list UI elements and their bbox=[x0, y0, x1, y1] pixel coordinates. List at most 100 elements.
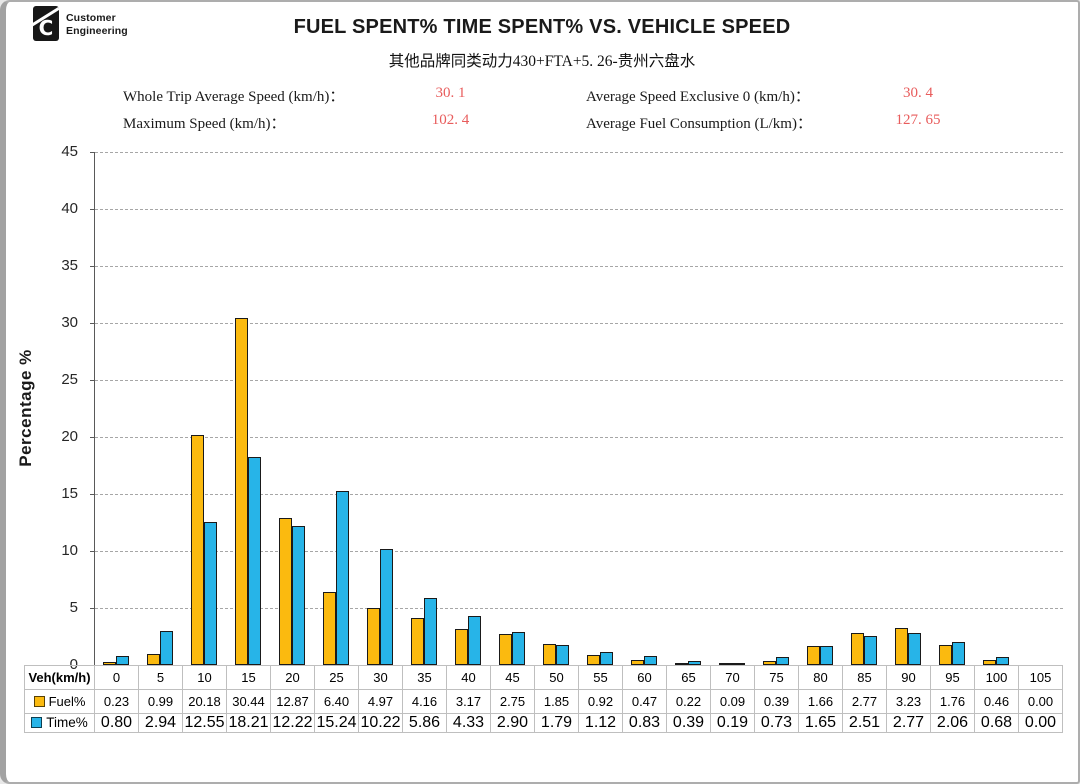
bar-fuel-100 bbox=[983, 659, 996, 665]
bar-time-20 bbox=[292, 525, 305, 665]
cummins-logo: C Customer Engineering bbox=[33, 6, 128, 41]
plot-area bbox=[90, 151, 1063, 666]
bar-fuel-25 bbox=[323, 592, 336, 665]
gridline-35 bbox=[95, 265, 1063, 267]
speed-header-cell: 15 bbox=[226, 665, 271, 690]
fuel-value-cell: 1.66 bbox=[798, 689, 843, 714]
gridline-5 bbox=[95, 607, 1063, 609]
speed-header-cell: 25 bbox=[314, 665, 359, 690]
bar-fuel-30 bbox=[367, 608, 380, 665]
fuel-value-cell: 30.44 bbox=[226, 689, 271, 714]
time-value-cell: 0.39 bbox=[666, 713, 711, 733]
bar-fuel-70 bbox=[719, 663, 732, 665]
bar-fuel-90 bbox=[895, 628, 908, 665]
time-value-cell: 10.22 bbox=[358, 713, 403, 733]
speed-header-cell: 75 bbox=[754, 665, 799, 690]
speed-header-cell: 105 bbox=[1018, 665, 1063, 690]
y-tick-label-25: 25 bbox=[61, 371, 78, 388]
time-legend-swatch-icon bbox=[31, 717, 43, 728]
speed-header-cell: 95 bbox=[930, 665, 975, 690]
time-legend-cell: Time% bbox=[24, 713, 95, 733]
speed-header-cell: 0 bbox=[94, 665, 139, 690]
bar-time-85 bbox=[864, 636, 877, 665]
y-tick-25 bbox=[90, 379, 95, 381]
y-tick-label-45: 45 bbox=[61, 143, 78, 160]
stat-label-average-speed-exclusive-0: Average Speed Exclusive 0 (km/h)： bbox=[586, 89, 810, 105]
stat-label-maximum-speed: Maximum Speed (km/h)： bbox=[123, 116, 286, 132]
bar-fuel-0 bbox=[103, 662, 116, 665]
bar-time-60 bbox=[644, 655, 657, 665]
y-tick-label-10: 10 bbox=[61, 542, 78, 559]
logo-text-line2: Engineering bbox=[66, 25, 128, 38]
speed-header-cell: 45 bbox=[490, 665, 535, 690]
y-tick-label-40: 40 bbox=[61, 200, 78, 217]
gridline-20 bbox=[95, 436, 1063, 438]
gridline-40 bbox=[95, 208, 1063, 210]
speed-header-cell: 20 bbox=[270, 665, 315, 690]
time-value-cell: 1.79 bbox=[534, 713, 579, 733]
y-tick-40 bbox=[90, 208, 95, 210]
speed-header-cell: 35 bbox=[402, 665, 447, 690]
fuel-value-cell: 0.09 bbox=[710, 689, 755, 714]
bar-time-65 bbox=[688, 660, 701, 665]
bar-time-30 bbox=[380, 548, 393, 665]
fuel-value-cell: 0.99 bbox=[138, 689, 183, 714]
fuel-value-cell: 0.00 bbox=[1018, 689, 1063, 714]
stat-value-average-fuel-consumption: 127. 65 bbox=[895, 112, 941, 128]
trip-stats: Whole Trip Average Speed (km/h)： 30. 1 A… bbox=[123, 85, 948, 139]
bar-time-55 bbox=[600, 652, 613, 665]
bar-time-50 bbox=[556, 644, 569, 665]
fuel-legend-cell: Fuel% bbox=[24, 689, 95, 714]
gridline-10 bbox=[95, 550, 1063, 552]
stat-label-whole-trip-average-speed: Whole Trip Average Speed (km/h)： bbox=[123, 89, 345, 105]
bar-fuel-5 bbox=[147, 653, 160, 665]
time-value-cell: 0.73 bbox=[754, 713, 799, 733]
bar-time-45 bbox=[512, 631, 525, 665]
fuel-value-cell: 6.40 bbox=[314, 689, 359, 714]
time-value-cell: 2.94 bbox=[138, 713, 183, 733]
bar-fuel-85 bbox=[851, 633, 864, 665]
logo-text-line1: Customer bbox=[66, 12, 116, 24]
bar-time-95 bbox=[952, 641, 965, 665]
time-series-name: Time% bbox=[46, 715, 88, 730]
bar-fuel-80 bbox=[807, 646, 820, 665]
fuel-value-cell: 2.75 bbox=[490, 689, 535, 714]
bar-time-75 bbox=[776, 656, 789, 665]
y-tick-label-15: 15 bbox=[61, 485, 78, 502]
fuel-row: Fuel% 0.23 0.99 20.18 30.44 12.87 6.40 4.97 4.16… bbox=[24, 689, 1063, 714]
time-value-cell: 1.12 bbox=[578, 713, 623, 733]
fuel-value-cell: 2.77 bbox=[842, 689, 887, 714]
fuel-value-cell: 4.16 bbox=[402, 689, 447, 714]
time-value-cell: 12.55 bbox=[182, 713, 227, 733]
bar-fuel-35 bbox=[411, 617, 424, 665]
bar-time-40 bbox=[468, 615, 481, 665]
time-value-cell: 12.22 bbox=[270, 713, 315, 733]
fuel-legend-swatch-icon bbox=[33, 695, 45, 707]
time-value-cell: 5.86 bbox=[402, 713, 447, 733]
speed-header-cell: 40 bbox=[446, 665, 491, 690]
y-tick-5 bbox=[90, 607, 95, 609]
bar-time-10 bbox=[204, 521, 217, 665]
data-table: Veh(km/h) 0 5 10 15 20 25 30 35 40 45 50 55 60 65 70 75 8… bbox=[24, 665, 1063, 733]
y-tick-15 bbox=[90, 493, 95, 495]
time-value-cell: 2.77 bbox=[886, 713, 931, 733]
gridline-45 bbox=[95, 151, 1063, 153]
speed-header-cell: 5 bbox=[138, 665, 183, 690]
bar-fuel-60 bbox=[631, 659, 644, 665]
speed-header-cell: 50 bbox=[534, 665, 579, 690]
stat-value-maximum-speed: 102. 4 bbox=[431, 112, 470, 128]
bar-time-80 bbox=[820, 646, 833, 665]
speed-header-cell: 70 bbox=[710, 665, 755, 690]
y-axis-title: Percentage % bbox=[16, 349, 35, 467]
fuel-value-cell: 12.87 bbox=[270, 689, 315, 714]
fuel-value-cell: 3.23 bbox=[886, 689, 931, 714]
speed-header-cell: 90 bbox=[886, 665, 931, 690]
speed-header-cell: 10 bbox=[182, 665, 227, 690]
bar-time-100 bbox=[996, 657, 1009, 665]
stat-value-whole-trip-average-speed: 30. 1 bbox=[435, 85, 466, 101]
y-tick-30 bbox=[90, 322, 95, 324]
table-header-row: Veh(km/h) 0 5 10 15 20 25 30 35 40 45 50 55 60 65 70 75 8… bbox=[24, 665, 1063, 690]
time-value-cell: 2.51 bbox=[842, 713, 887, 733]
cummins-c-icon: C bbox=[33, 6, 59, 41]
